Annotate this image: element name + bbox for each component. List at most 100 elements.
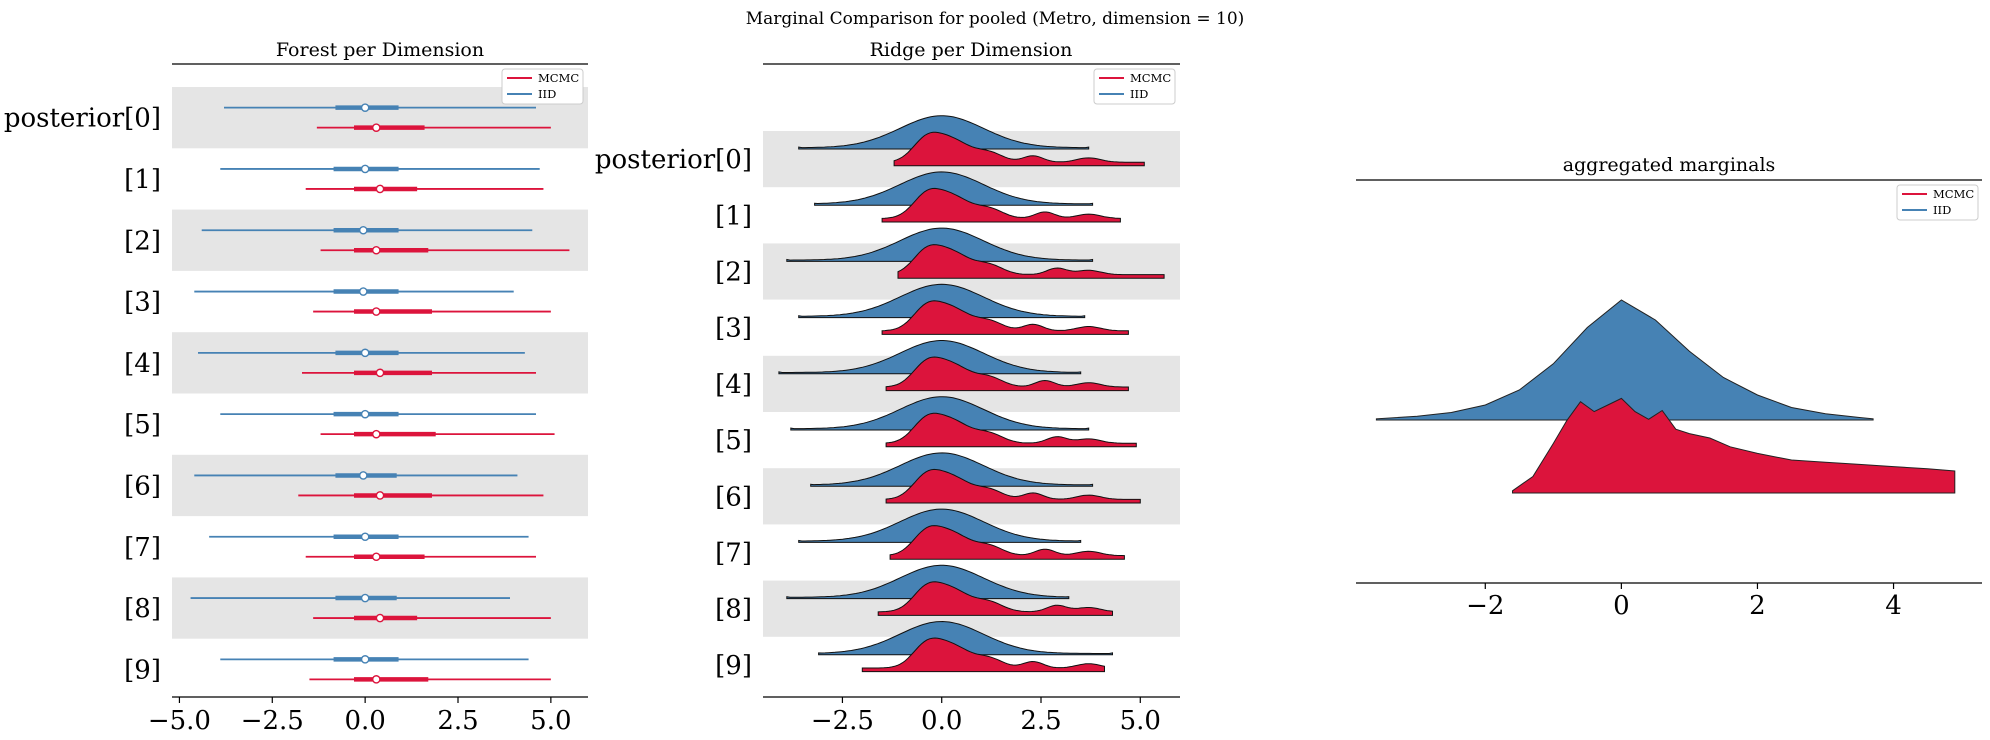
- ridge-series: [778, 115, 1165, 673]
- ridge-iid-density: [790, 396, 1090, 431]
- ridge-x-ticks: −2.5 0.0 2.5 5.0: [811, 697, 1161, 736]
- forest-band: [172, 332, 588, 394]
- ridge-row-label: [3]: [715, 314, 752, 344]
- aggregated-series: [1375, 299, 1956, 494]
- aggregated-legend: MCMC IID: [1896, 184, 1979, 221]
- forest-title: Forest per Dimension: [276, 39, 484, 61]
- aggregated-legend-iid: IID: [1933, 203, 1951, 217]
- forest-iid-median: [360, 348, 370, 358]
- forest-tick-label: 0.0: [344, 706, 385, 736]
- aggregated-tick-label: 0: [1613, 591, 1630, 621]
- forest-row-label: [3]: [124, 288, 161, 318]
- forest-legend-iid: IID: [538, 87, 556, 101]
- forest-row-label: [1]: [124, 165, 161, 195]
- ridge-tick-label: −2.5: [811, 706, 874, 736]
- forest-mcmc-median: [371, 429, 381, 439]
- ridge-iid-density: [814, 171, 1094, 206]
- forest-iid-median: [358, 471, 368, 480]
- forest-row-label: [8]: [124, 594, 161, 624]
- ridge-mcmc-density: [877, 581, 1113, 616]
- forest-row-label: [4]: [124, 349, 161, 379]
- forest-iid-median: [358, 287, 368, 296]
- forest-mcmc-median: [371, 552, 381, 562]
- aggregated-panel: aggregated marginals −2 0 2 4 MCMC IID: [1356, 154, 1982, 621]
- forest-row-labels: posterior[0] [1] [2] [3] [4] [5] [6] [7] [8] [9]: [4, 104, 161, 686]
- ridge-tick-label: 5.0: [1120, 706, 1161, 736]
- forest-band: [172, 577, 588, 639]
- ridge-mcmc-density: [889, 525, 1125, 560]
- ridge-mcmc-density: [897, 244, 1165, 279]
- ridge-mcmc-density: [893, 131, 1145, 167]
- ridge-mcmc-density: [885, 468, 1141, 504]
- forest-row-label: [9]: [124, 655, 161, 685]
- forest-mcmc-median: [375, 491, 385, 500]
- ridge-row-label: posterior[0]: [595, 145, 752, 175]
- forest-mcmc-median: [375, 184, 385, 194]
- forest-band: [172, 454, 588, 517]
- ridge-row-label: [1]: [715, 201, 752, 231]
- forest-iid-median: [360, 409, 370, 419]
- aggregated-iid-density: [1375, 299, 1874, 421]
- ridge-row-label: [4]: [715, 370, 752, 400]
- ridge-iid-density: [778, 340, 1082, 375]
- ridge-row-labels: posterior[0] [1] [2] [3] [4] [5] [6] [7] [8] [9]: [595, 145, 752, 681]
- forest-mcmc-median: [371, 245, 381, 255]
- forest-iid-median: [360, 593, 370, 603]
- ridge-mcmc-density: [881, 300, 1129, 335]
- forest-series: [190, 103, 570, 684]
- ridge-tick-label: 2.5: [1020, 706, 1061, 736]
- forest-tick-label: −2.5: [241, 706, 304, 736]
- aggregated-tick-label: 4: [1885, 591, 1902, 621]
- forest-band: [172, 209, 588, 271]
- forest-iid-median: [358, 225, 368, 235]
- ridge-row-label: [2]: [715, 258, 752, 288]
- figure-suptitle: Marginal Comparison for pooled (Metro, d…: [746, 9, 1245, 29]
- forest-mcmc-median: [371, 675, 381, 684]
- forest-mcmc-median: [371, 123, 381, 132]
- forest-legend: MCMC IID: [501, 68, 584, 105]
- ridge-tick-label: 0.0: [921, 706, 962, 736]
- forest-iid-median: [360, 164, 370, 174]
- ridge-iid-density: [818, 620, 1113, 656]
- ridge-mcmc-density: [881, 187, 1121, 223]
- ridge-legend: MCMC IID: [1093, 68, 1176, 105]
- ridge-row-label: [8]: [715, 595, 752, 625]
- forest-iid-median: [360, 103, 370, 112]
- forest-row-label: [6]: [124, 471, 161, 501]
- ridge-row-label: [9]: [715, 651, 752, 681]
- ridge-row-label: [6]: [715, 482, 752, 512]
- ridge-mcmc-density: [861, 637, 1105, 673]
- forest-tick-label: 2.5: [437, 706, 478, 736]
- forest-mcmc-median: [371, 307, 381, 316]
- aggregated-mcmc-density: [1512, 397, 1956, 494]
- aggregated-legend-mcmc: MCMC: [1933, 187, 1974, 201]
- ridge-row-label: [5]: [715, 426, 752, 456]
- aggregated-tick-label: −2: [1466, 591, 1504, 621]
- ridge-iid-density: [810, 452, 1094, 487]
- forest-panel: Forest per Dimension posterior[0] [1] [2] […: [4, 39, 588, 736]
- forest-x-ticks: −5.0 −2.5 0.0 2.5 5.0: [148, 697, 572, 736]
- forest-bands: [172, 87, 588, 639]
- ridge-mcmc-density: [885, 412, 1137, 448]
- ridge-iid-density: [786, 564, 1070, 600]
- aggregated-title: aggregated marginals: [1563, 154, 1776, 176]
- ridge-iid-density: [798, 115, 1090, 150]
- forest-tick-label: −5.0: [148, 706, 211, 736]
- ridge-iid-density: [786, 227, 1094, 262]
- ridge-legend-mcmc: MCMC: [1130, 71, 1171, 85]
- aggregated-x-ticks: −2 0 2 4: [1466, 583, 1902, 621]
- forest-iid-median: [360, 655, 370, 664]
- ridge-row-label: [7]: [715, 539, 752, 569]
- forest-mcmc-median: [375, 368, 385, 378]
- forest-legend-mcmc: MCMC: [538, 71, 579, 85]
- forest-tick-label: 5.0: [530, 706, 571, 736]
- forest-mcmc-median: [375, 613, 385, 623]
- forest-row-label: [2]: [124, 226, 161, 256]
- aggregated-tick-label: 2: [1749, 591, 1766, 621]
- forest-row-label: [7]: [124, 533, 161, 563]
- ridge-mcmc-density: [885, 356, 1129, 392]
- ridge-panel: Ridge per Dimension posterior[0] [1] [2] [3…: [595, 39, 1180, 736]
- forest-row-label: posterior[0]: [4, 104, 161, 134]
- forest-iid-median: [360, 532, 370, 542]
